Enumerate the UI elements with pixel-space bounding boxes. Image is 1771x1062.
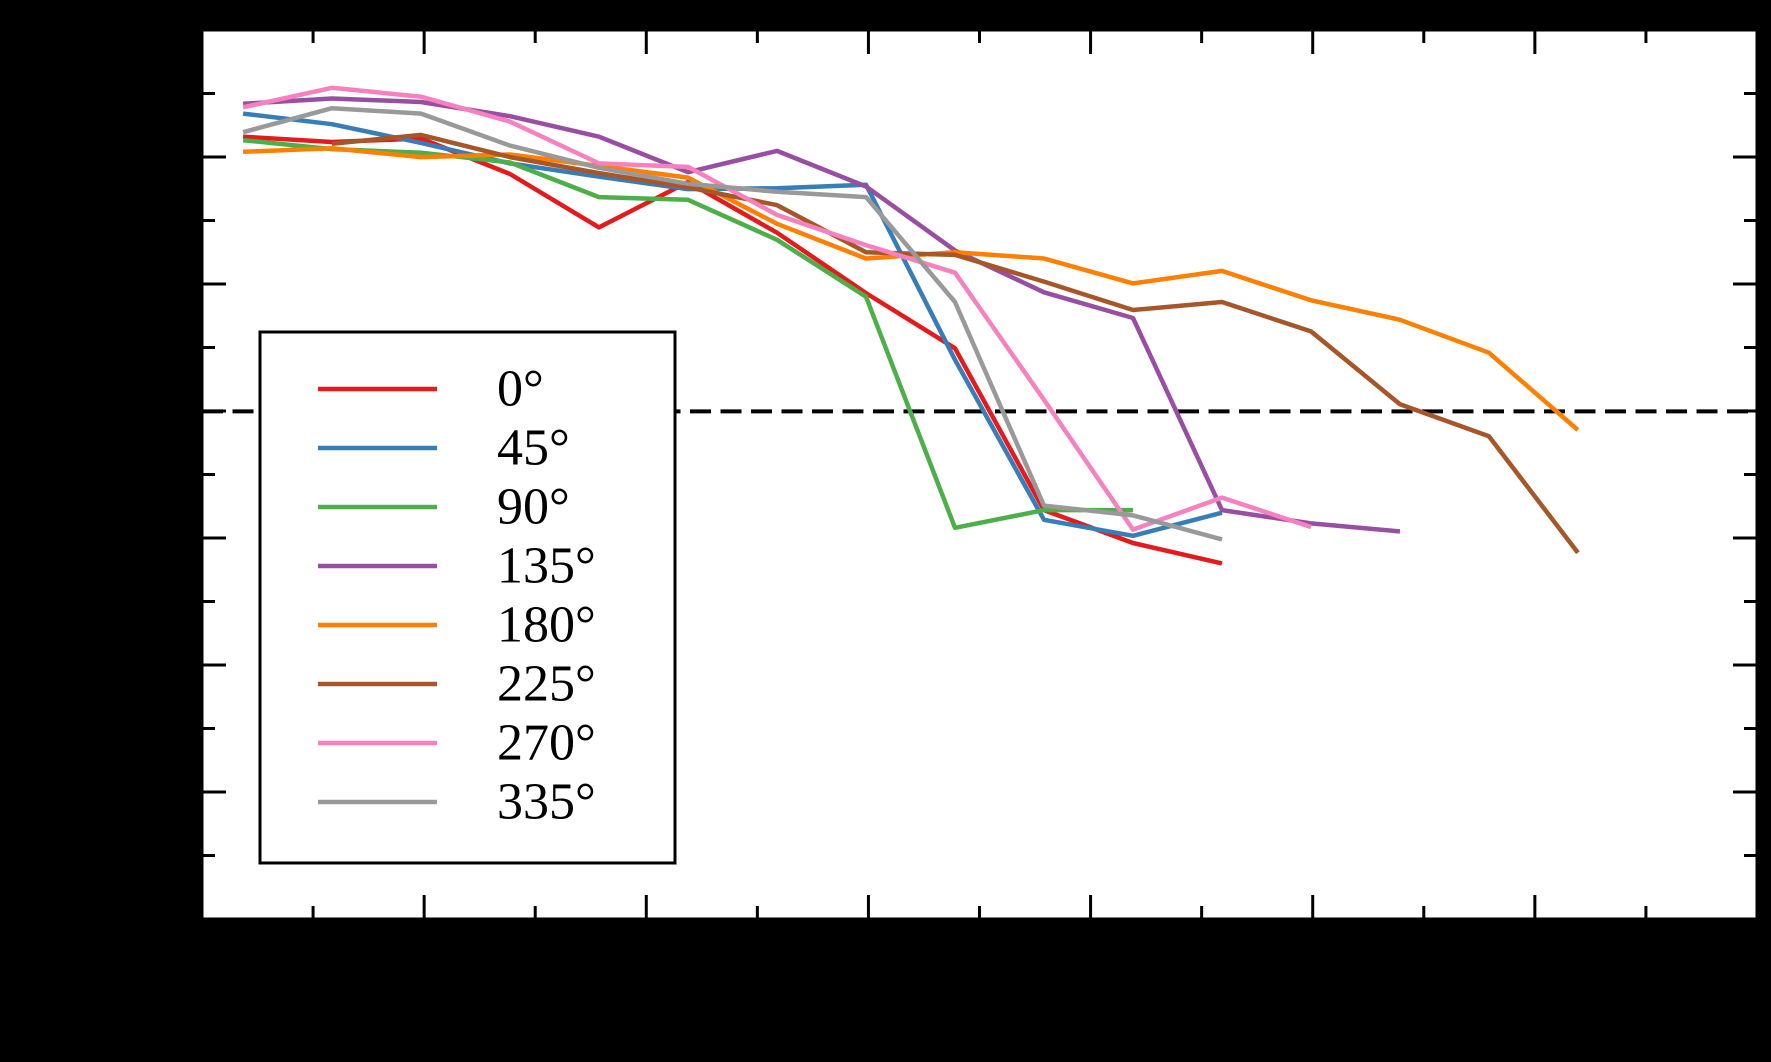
legend-entry-0deg: 0° [318,361,544,418]
legend-label-45deg: 45° [497,420,570,477]
legend: 0°45°90°135°180°225°270°335° [258,330,677,865]
series-line-135deg [242,96,1401,534]
legend-entry-225deg: 225° [318,656,596,713]
legend-label-0deg: 0° [497,361,544,418]
legend-entry-335deg: 335° [318,774,596,831]
legend-entry-45deg: 45° [318,420,570,477]
legend-box [258,330,677,865]
legend-entry-135deg: 135° [318,538,596,595]
legend-entry-270deg: 270° [318,715,596,772]
axis-ticks [202,30,1757,919]
legend-label-135deg: 135° [497,538,596,595]
legend-label-335deg: 335° [497,774,596,831]
series-group [242,85,1580,566]
series-line-270deg [242,85,1312,532]
legend-label-90deg: 90° [497,479,570,536]
legend-label-225deg: 225° [497,656,596,713]
legend-label-180deg: 180° [497,597,596,654]
series-line-90deg [242,137,1133,531]
series-line-225deg [331,132,1580,555]
legend-entry-180deg: 180° [318,597,596,654]
series-line-335deg [242,105,1223,542]
legend-label-270deg: 270° [497,715,596,772]
legend-entry-90deg: 90° [318,479,570,536]
